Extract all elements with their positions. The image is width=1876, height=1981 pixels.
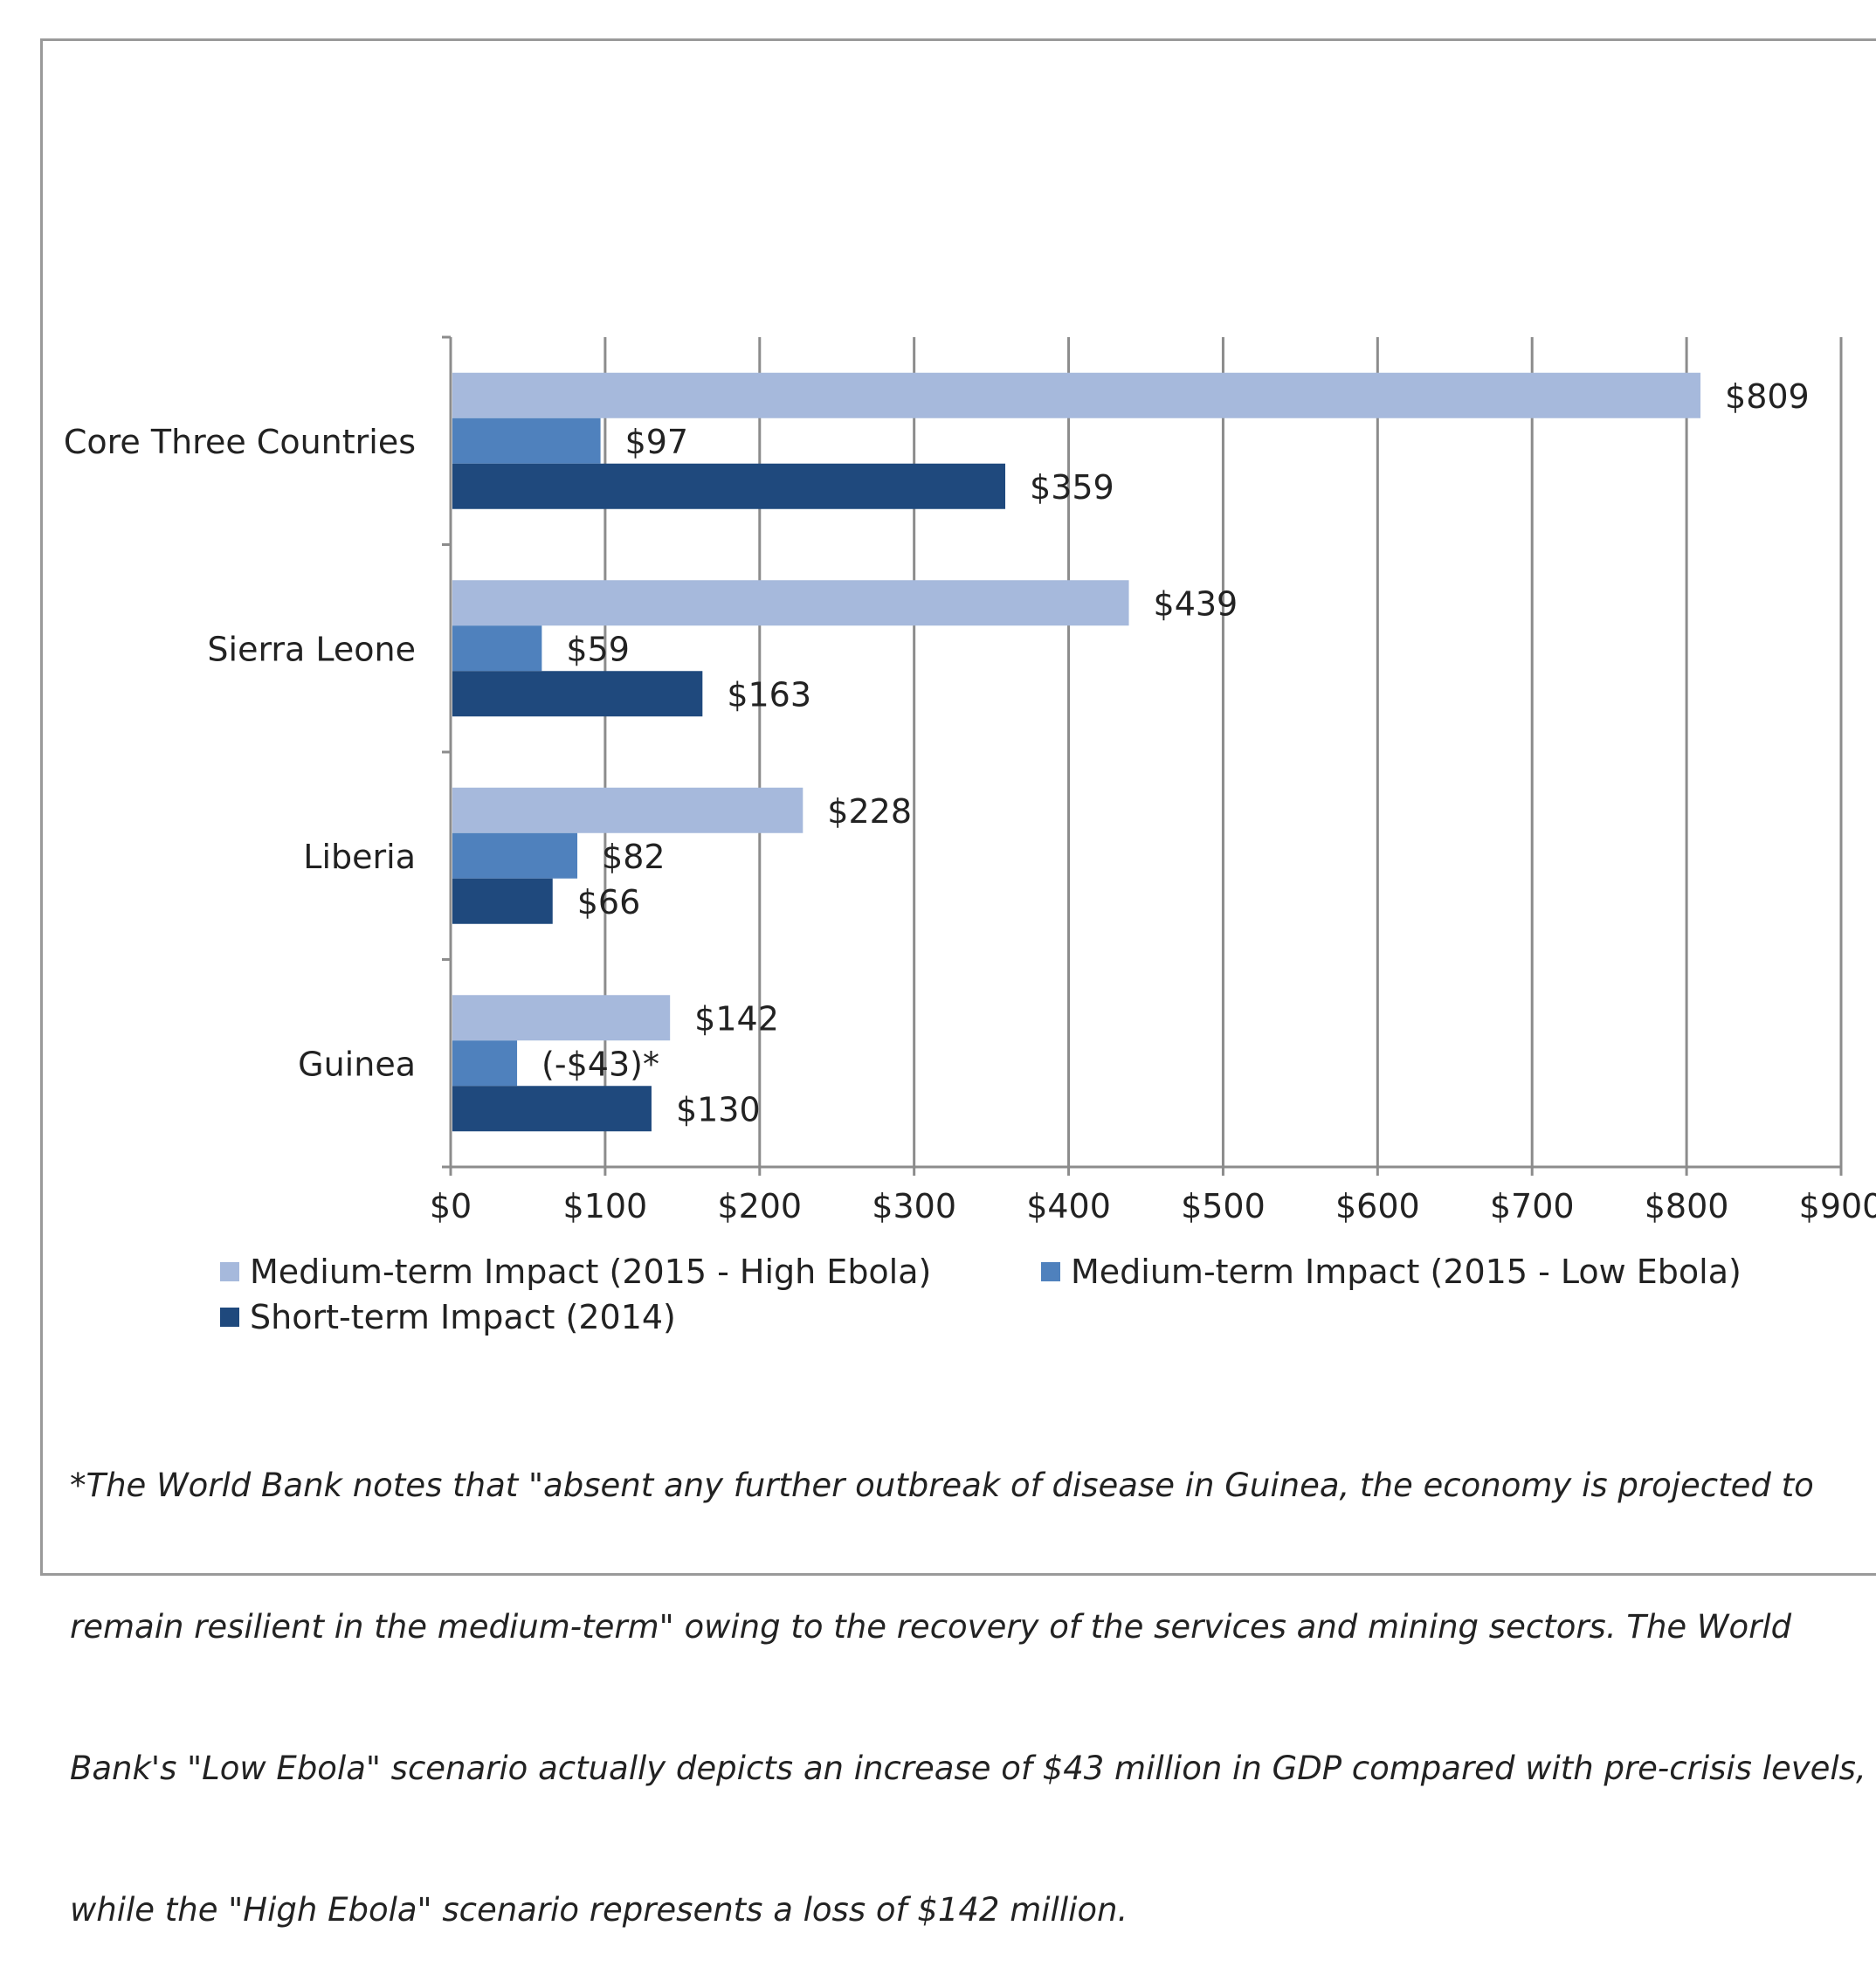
legend-swatch-high-ebola	[220, 1262, 239, 1281]
x-tick-label-200: $200	[717, 1187, 802, 1225]
legend-item-high-ebola: Medium-term Impact (2015 - High Ebola)	[220, 1253, 931, 1291]
bar-core-three-countries-series-2	[452, 463, 1006, 509]
bar-chart: $0 $100 $200 $300 $400 $500 $600 $700 $800 $900 $8…	[64, 335, 1876, 1225]
x-tick-label-100: $100	[563, 1187, 648, 1225]
x-tick-label-300: $300	[872, 1187, 956, 1225]
data-label-liberia-series-2: $66	[577, 883, 641, 921]
legend-swatch-short-term	[220, 1308, 239, 1327]
category-label-core-three-countries: Core Three Countries	[64, 423, 416, 461]
footnote-line-3: Bank's "Low Ebola" scenario actually dep…	[70, 1750, 1866, 1787]
data-label-sierra-leone-series-1: $59	[566, 630, 630, 668]
bar-guinea-series-1	[452, 1040, 518, 1087]
data-label-guinea-series-0: $142	[694, 999, 779, 1038]
legend-swatch-low-ebola	[1041, 1262, 1060, 1281]
bar-core-three-countries-series-1	[452, 418, 601, 464]
data-label-core-three-countries-series-0: $809	[1725, 377, 1810, 416]
bar-sierra-leone-series-2	[452, 671, 703, 717]
x-tick-label-0: $0	[430, 1187, 472, 1225]
bar-sierra-leone-series-0	[452, 580, 1129, 626]
x-tick-label-600: $600	[1335, 1187, 1420, 1225]
x-tick-label-700: $700	[1490, 1187, 1575, 1225]
legend-item-low-ebola: Medium-term Impact (2015 - Low Ebola)	[1041, 1253, 1742, 1291]
bar-liberia-series-1	[452, 832, 578, 879]
x-tick-label-400: $400	[1026, 1187, 1111, 1225]
legend-label-low-ebola: Medium-term Impact (2015 - Low Ebola)	[1071, 1253, 1742, 1291]
bar-liberia-series-0	[452, 787, 804, 833]
legend-label-short-term: Short-term Impact (2014)	[250, 1298, 676, 1336]
x-tick-label-800: $800	[1645, 1187, 1729, 1225]
data-label-guinea-series-1: (-$43)*	[541, 1045, 659, 1083]
category-label-guinea: Guinea	[298, 1045, 416, 1083]
footnote-line-1: *The World Bank notes that "absent any f…	[70, 1467, 1814, 1504]
bar-guinea-series-2	[452, 1086, 652, 1132]
legend-label-high-ebola: Medium-term Impact (2015 - High Ebola)	[250, 1253, 932, 1291]
data-label-sierra-leone-series-2: $163	[727, 675, 811, 714]
data-label-core-three-countries-series-2: $359	[1030, 468, 1114, 507]
data-label-liberia-series-1: $82	[602, 838, 666, 876]
category-label-liberia: Liberia	[303, 838, 416, 876]
data-label-core-three-countries-series-1: $97	[625, 423, 689, 461]
footnote-line-4: while the "High Ebola" scenario represen…	[70, 1891, 1128, 1929]
x-tick-label-500: $500	[1181, 1187, 1266, 1225]
footnote-line-2: remain resilient in the medium-term" owi…	[70, 1608, 1792, 1646]
legend-item-short-term: Short-term Impact (2014)	[220, 1298, 676, 1336]
x-tick-label-900: $900	[1799, 1187, 1876, 1225]
bar-guinea-series-0	[452, 995, 671, 1041]
bar-liberia-series-2	[452, 878, 553, 924]
bar-sierra-leone-series-1	[452, 625, 542, 672]
data-label-liberia-series-0: $228	[827, 792, 912, 831]
data-label-guinea-series-2: $130	[676, 1090, 761, 1129]
category-label-sierra-leone: Sierra Leone	[207, 630, 416, 668]
data-label-sierra-leone-series-0: $439	[1154, 584, 1238, 623]
bar-core-three-countries-series-0	[452, 372, 1701, 418]
footnote: *The World Bank notes that "absent any f…	[70, 1368, 1876, 1981]
